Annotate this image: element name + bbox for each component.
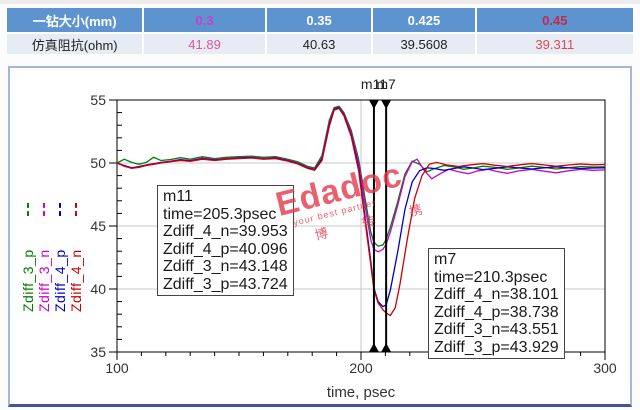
y-axis-trace-label: Zdiff_3_p: [19, 249, 36, 312]
trace-legend: Zdiff_3_p Zdiff_3_n Zdiff_4_p Zdiff_4_n: [19, 198, 84, 312]
y-axis-trace-label: Zdiff_3_n: [35, 249, 52, 312]
marker-value: Zdiff_3_n=43.551: [434, 321, 559, 338]
table-row-value-3: 39.5608: [373, 34, 475, 54]
marker-value: Zdiff_4_p=38.738: [434, 303, 559, 321]
y-tick-label: 40: [90, 281, 106, 297]
marker-time: time=210.3psec: [434, 268, 548, 286]
marker-value: Zdiff_3_n=43.148: [163, 258, 288, 275]
y-axis-trace-label: Zdiff_4_p: [51, 249, 68, 312]
marker-value: Zdiff_3_p=43.724: [163, 275, 288, 293]
table-header-value-1: 0.3: [144, 8, 265, 32]
line-style-sample: [26, 203, 29, 216]
table-header-label: 一钻大小(mm): [7, 8, 143, 32]
y-axis-trace-label: Zdiff_4_n: [67, 249, 84, 312]
marker-value: Zdiff_4_n=38.101: [434, 286, 559, 303]
marker-label-m11[interactable]: m11: [360, 76, 388, 92]
x-tick-label: 300: [593, 360, 617, 376]
marker-triangle-top: [368, 100, 379, 109]
table-row-label: 仿真阻抗(ohm): [7, 34, 143, 54]
legend-item: Zdiff_4_p: [51, 203, 68, 312]
table-row-value-1: 41.89: [144, 34, 265, 54]
chart-panel: 55 50 45 40 35 100 200 300 m11 m7 time, psec Zdif…: [8, 66, 632, 407]
x-tick-label: 200: [349, 360, 373, 376]
marker-name: m11: [163, 188, 193, 205]
marker-value: Zdiff_4_n=39.953: [163, 223, 288, 240]
line-style-sample: [58, 203, 61, 216]
drill-size-impedance-table: 一钻大小(mm) 0.3 0.35 0.425 0.45 仿真阻抗(ohm) 4…: [7, 8, 633, 54]
marker-triangle-top: [381, 100, 392, 109]
table-header-value-4: 0.45: [476, 8, 633, 32]
line-style-sample: [74, 203, 77, 216]
marker-m7-info-box[interactable]: m7 time=210.3psec Zdiff_4_n=38.101 Zdiff…: [428, 248, 565, 359]
marker-triangle-bottom: [381, 343, 392, 352]
table-row-value-2: 40.63: [266, 34, 372, 54]
marker-value: Zdiff_3_p=43.929: [434, 338, 559, 356]
marker-value: Zdiff_4_p=40.096: [163, 240, 288, 258]
trace-Zdiff_4_n: [116, 107, 606, 317]
y-tick-label: 35: [90, 344, 106, 360]
table-header-value-3: 0.425: [373, 8, 475, 32]
legend-item: Zdiff_3_n: [35, 203, 52, 312]
x-tick-label: 100: [105, 360, 129, 376]
y-tick-label: 50: [90, 155, 106, 171]
marker-triangle-bottom: [368, 343, 379, 352]
y-tick-label: 45: [90, 218, 106, 234]
y-tick-label: 55: [90, 92, 106, 108]
x-axis-title: time, psec: [326, 384, 396, 401]
trace-Zdiff_3_p: [116, 105, 606, 247]
marker-label-m7[interactable]: m7: [376, 76, 396, 92]
marker-m11-info-box[interactable]: m11 time=205.3psec Zdiff_4_n=39.953 Zdif…: [157, 185, 294, 296]
marker-time: time=205.3psec: [163, 205, 277, 223]
marker-name: m7: [434, 251, 457, 268]
table-row-value-4: 39.311: [476, 34, 633, 54]
line-style-sample: [42, 203, 45, 216]
legend-item: Zdiff_4_n: [67, 203, 84, 312]
legend-item: Zdiff_3_p: [19, 203, 36, 312]
window-top-strip: [0, 0, 640, 4]
table-header-value-2: 0.35: [266, 8, 372, 32]
